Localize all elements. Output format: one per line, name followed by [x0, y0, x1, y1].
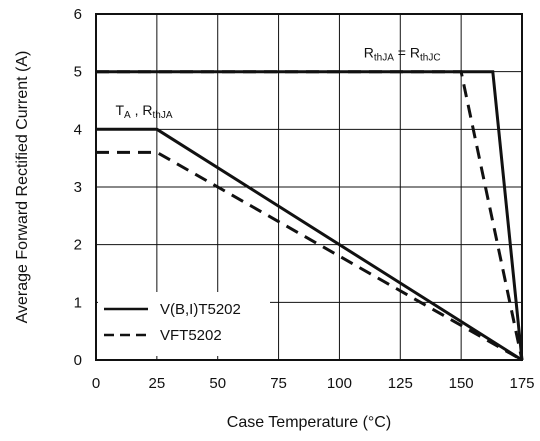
x-tick-label-1: 25: [149, 375, 166, 392]
annotation-ta: TA , RthJA: [115, 102, 172, 121]
legend-label-1: VFT5202: [160, 327, 222, 344]
annotation-rth-part-1: thJA: [374, 52, 394, 63]
y-axis-title: Average Forward Rectified Current (A): [14, 51, 31, 324]
annotation-ta-part-1: A: [124, 110, 131, 121]
x-tick-labels: 0 25 50 75 100 125 150 175: [92, 375, 535, 392]
annotation-ta-part-0: T: [115, 102, 124, 118]
y-tick-label-6: 6: [74, 6, 82, 23]
annotation-ta-part-3: thJA: [152, 110, 172, 121]
y-tick-label-1: 1: [74, 294, 82, 311]
x-tick-label-0: 0: [92, 375, 100, 392]
annotation-ta-part-2: , R: [131, 102, 153, 118]
y-tick-label-5: 5: [74, 64, 82, 81]
annotation-rth-part-2: = R: [394, 44, 420, 60]
legend: V(B,I)T5202 VFT5202: [98, 292, 270, 356]
annotation-rth-part-3: thJC: [420, 52, 441, 63]
x-axis-title: Case Temperature (°C): [227, 414, 391, 431]
y-tick-label-4: 4: [74, 121, 82, 138]
y-tick-label-2: 2: [74, 237, 82, 254]
x-tick-label-2: 50: [209, 375, 226, 392]
x-tick-label-7: 175: [509, 375, 534, 392]
x-tick-label-3: 75: [270, 375, 287, 392]
plot-frame: [95, 13, 523, 361]
y-tick-label-0: 0: [74, 352, 82, 369]
series-line-0: [96, 127, 523, 362]
legend-background: [98, 292, 270, 356]
y-tick-label-3: 3: [74, 179, 82, 196]
legend-label-0: V(B,I)T5202: [160, 301, 241, 318]
annotation-rth: RthJA = RthJC: [364, 44, 441, 63]
series-line-3: [96, 70, 524, 361]
x-tick-label-5: 125: [388, 375, 413, 392]
annotation-rth-part-0: R: [364, 44, 374, 60]
x-tick-label-6: 150: [449, 375, 474, 392]
series-line-1: [96, 150, 523, 362]
x-tick-label-4: 100: [327, 375, 352, 392]
series-lines: [96, 70, 524, 362]
y-tick-labels: 0 1 2 3 4 5 6: [74, 6, 82, 369]
